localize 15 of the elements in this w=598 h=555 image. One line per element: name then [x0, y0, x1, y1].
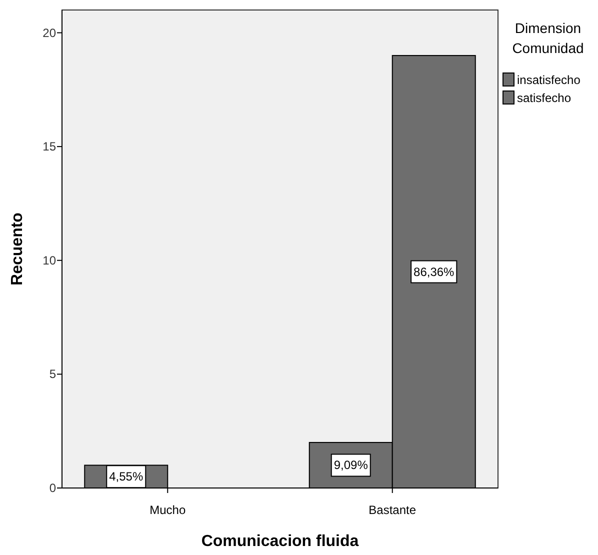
annotation: 86,36%	[414, 264, 455, 279]
legend-label: satisfecho	[517, 91, 572, 105]
x-tick-label: Mucho	[150, 503, 186, 517]
y-tick-label: 10	[42, 253, 56, 268]
legend-label: insatisfecho	[517, 73, 581, 87]
x-axis-title: Comunicacion fluida	[201, 533, 359, 550]
x-tick-label: Bastante	[368, 503, 416, 517]
y-tick-label: 20	[42, 26, 56, 40]
annotation: 9,09%	[334, 458, 368, 472]
y-tick-label: 5	[49, 367, 56, 382]
annotation: 4,55%	[109, 470, 144, 484]
y-tick-label: 15	[42, 140, 56, 154]
y-tick-label: 0	[49, 481, 56, 495]
legend-title: Dimension Comunidad	[512, 20, 584, 56]
y-axis-title: Recuento	[9, 212, 26, 286]
